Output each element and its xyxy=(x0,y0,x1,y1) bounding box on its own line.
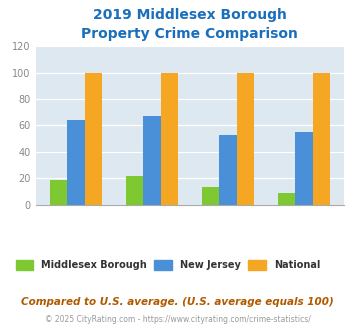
Legend: Middlesex Borough, New Jersey, National: Middlesex Borough, New Jersey, National xyxy=(16,260,320,270)
Bar xyxy=(67,120,84,205)
Bar xyxy=(50,180,67,205)
Bar xyxy=(143,116,160,205)
Bar xyxy=(126,176,143,205)
Text: © 2025 CityRating.com - https://www.cityrating.com/crime-statistics/: © 2025 CityRating.com - https://www.city… xyxy=(45,315,310,324)
Bar xyxy=(160,73,178,205)
Bar xyxy=(84,73,102,205)
Bar xyxy=(295,132,313,205)
Title: 2019 Middlesex Borough
Property Crime Comparison: 2019 Middlesex Borough Property Crime Co… xyxy=(82,9,298,41)
Text: Compared to U.S. average. (U.S. average equals 100): Compared to U.S. average. (U.S. average … xyxy=(21,297,334,307)
Bar xyxy=(202,187,219,205)
Bar xyxy=(237,73,254,205)
Bar xyxy=(278,193,295,205)
Bar xyxy=(219,135,237,205)
Bar xyxy=(313,73,330,205)
